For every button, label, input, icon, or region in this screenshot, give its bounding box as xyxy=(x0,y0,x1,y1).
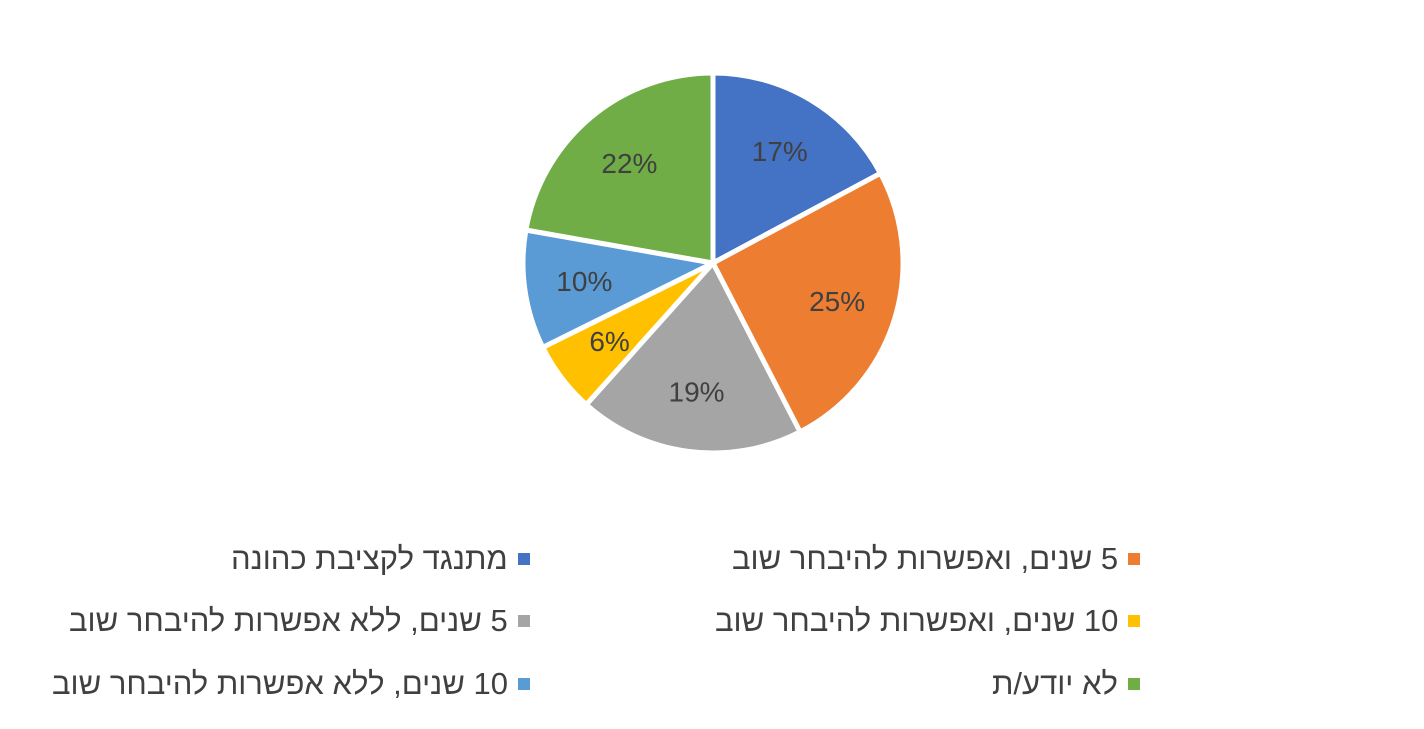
pie-data-labels: 17% 25% 19% 6% 10% 22% xyxy=(556,136,865,407)
pie-slices xyxy=(520,70,906,456)
legend-item-3: 5 שנים, ללא אפשרות להיבחר שוב xyxy=(69,601,530,641)
legend-label: מתנגד לקציבת כהונה xyxy=(231,541,508,576)
pie-slice-3 xyxy=(583,260,803,456)
legend-item-6: לא יודע/ת xyxy=(992,664,1140,704)
pie-slice-2 xyxy=(710,170,906,435)
legend-item-1: מתנגד לקציבת כהונה xyxy=(231,539,530,579)
legend-label: 10 שנים, ללא אפשרות להיבחר שוב xyxy=(52,666,508,701)
legend-swatch xyxy=(1128,553,1141,565)
legend-item-4: 10 שנים, ואפשרות להיבחר שוב xyxy=(715,601,1141,641)
legend-label: 5 שנים, ואפשרות להיבחר שוב xyxy=(732,541,1119,576)
data-label-5: 10% xyxy=(556,266,612,297)
legend-swatch xyxy=(1127,678,1140,690)
data-label-4: 6% xyxy=(589,326,629,357)
data-label-2: 25% xyxy=(809,286,865,317)
legend-label: 5 שנים, ללא אפשרות להיבחר שוב xyxy=(69,603,508,638)
data-label-6: 22% xyxy=(601,148,657,179)
legend-swatch xyxy=(1128,615,1141,627)
legend-item-5: 10 שנים, ללא אפשרות להיבחר שוב xyxy=(52,664,530,704)
pie-slice-1 xyxy=(710,70,883,266)
data-label-3: 19% xyxy=(669,376,725,407)
data-label-1: 17% xyxy=(752,136,808,167)
legend-label: 10 שנים, ואפשרות להיבחר שוב xyxy=(715,603,1119,638)
legend-item-2: 5 שנים, ואפשרות להיבחר שוב xyxy=(732,539,1141,579)
legend-swatch xyxy=(517,615,530,627)
legend-swatch xyxy=(517,678,530,690)
legend-label: לא יודע/ת xyxy=(992,666,1118,701)
pie-slice-6 xyxy=(523,70,716,266)
pie-slice-5 xyxy=(520,227,716,350)
legend-swatch xyxy=(517,553,530,565)
